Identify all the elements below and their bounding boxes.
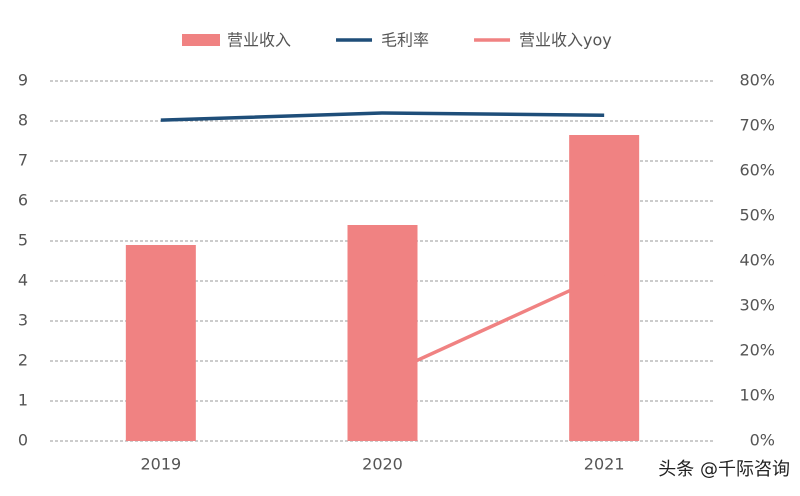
y2-tick-label: 30% (739, 296, 775, 315)
y2-tick-label: 50% (739, 206, 775, 225)
y-tick-label: 0 (18, 431, 28, 450)
line (381, 273, 605, 378)
y-tick-label: 5 (18, 231, 28, 250)
x-tick-label: 2020 (362, 455, 403, 474)
line (160, 111, 605, 122)
y-tick-label: 2 (18, 351, 28, 370)
y-tick-label: 8 (18, 111, 28, 130)
y2-tick-label: 60% (739, 161, 775, 180)
y2-tick-label: 70% (739, 116, 775, 135)
legend-label: 毛利率 (381, 31, 429, 50)
watermark: 头条 @千际咨询 (658, 459, 790, 480)
bar (569, 135, 640, 441)
y2-tick-label: 0% (750, 431, 775, 450)
x-tick-label: 2019 (140, 455, 181, 474)
y-tick-label: 9 (18, 71, 28, 90)
y-tick-label: 6 (18, 191, 28, 210)
bar (125, 245, 196, 441)
bar (347, 225, 418, 441)
y-tick-label: 3 (18, 311, 28, 330)
y-tick-label: 1 (18, 391, 28, 410)
y2-tick-label: 40% (739, 251, 775, 270)
legend-swatch (182, 34, 220, 46)
y2-tick-label: 80% (739, 71, 775, 90)
y-tick-label: 4 (18, 271, 28, 290)
legend-label: 营业收入 (227, 31, 291, 50)
x-tick-label: 2021 (584, 455, 625, 474)
legend-label: 营业收入yoy (519, 31, 612, 50)
y2-tick-label: 10% (739, 386, 775, 405)
y2-tick-label: 20% (739, 341, 775, 360)
y-tick-label: 7 (18, 151, 28, 170)
